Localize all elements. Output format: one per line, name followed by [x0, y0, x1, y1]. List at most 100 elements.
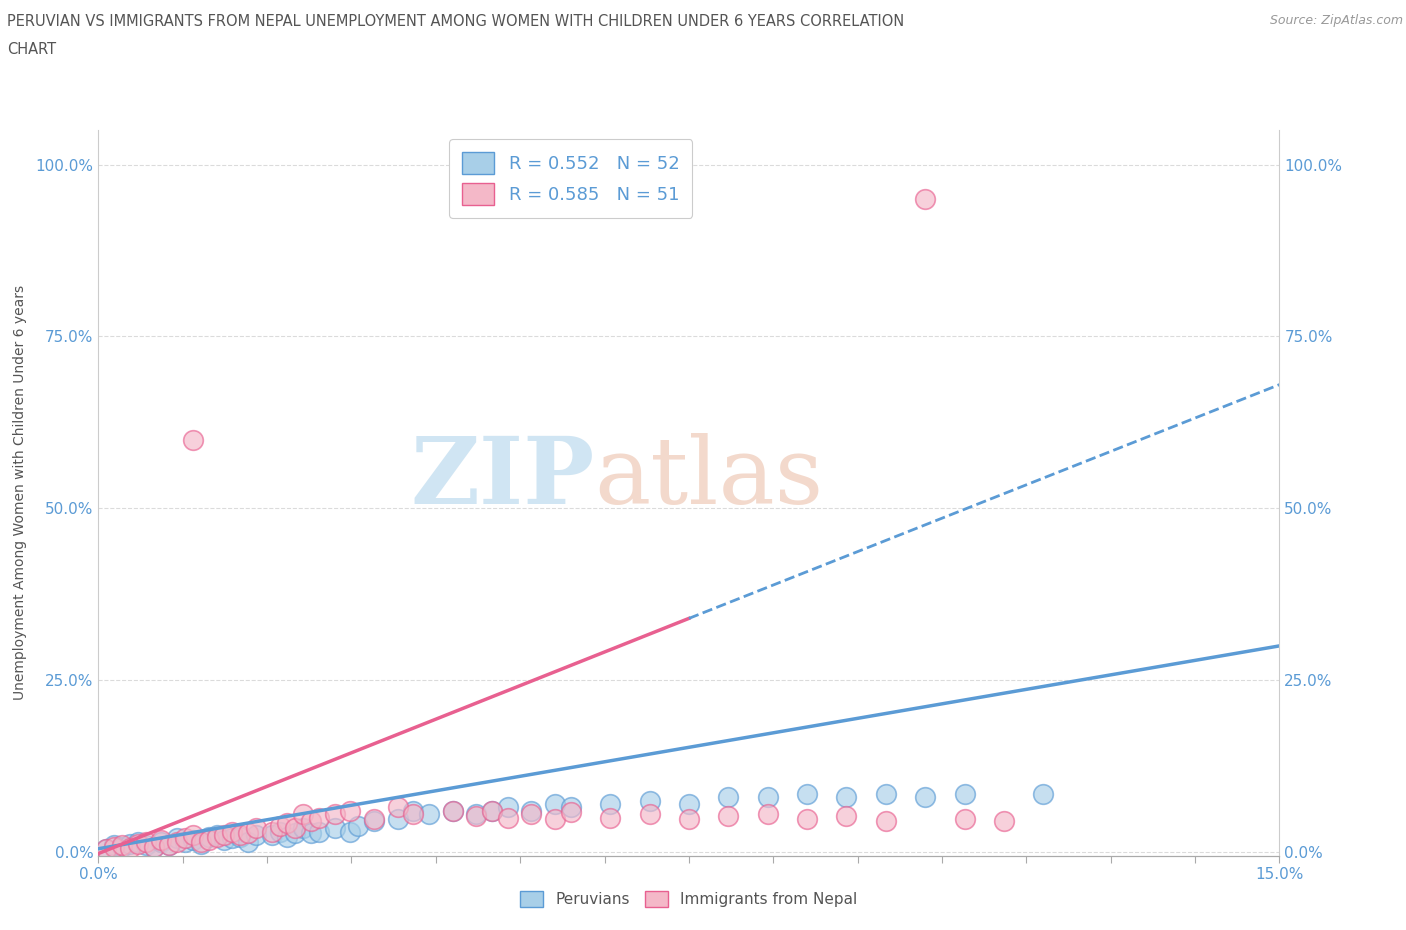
- Point: [166, 834, 188, 849]
- Point: [142, 839, 165, 854]
- Point: [678, 812, 700, 827]
- Point: [276, 816, 298, 830]
- Point: [465, 809, 488, 824]
- Point: [181, 432, 204, 447]
- Point: [599, 810, 621, 825]
- Point: [229, 828, 252, 843]
- Text: ZIP: ZIP: [411, 433, 595, 524]
- Point: [260, 824, 283, 839]
- Point: [638, 807, 661, 822]
- Point: [284, 826, 307, 841]
- Point: [214, 828, 236, 843]
- Point: [796, 786, 818, 801]
- Point: [323, 807, 346, 822]
- Point: [269, 824, 291, 839]
- Y-axis label: Unemployment Among Women with Children Under 6 years: Unemployment Among Women with Children U…: [13, 286, 27, 700]
- Point: [260, 828, 283, 843]
- Point: [118, 836, 141, 851]
- Point: [756, 790, 779, 804]
- Point: [560, 800, 582, 815]
- Point: [496, 800, 519, 815]
- Point: [339, 824, 361, 839]
- Point: [323, 820, 346, 835]
- Point: [229, 830, 252, 844]
- Point: [96, 842, 118, 857]
- Point: [190, 836, 212, 851]
- Point: [599, 797, 621, 812]
- Legend: Peruvians, Immigrants from Nepal: Peruvians, Immigrants from Nepal: [515, 885, 863, 913]
- Point: [835, 790, 858, 804]
- Point: [308, 810, 330, 825]
- Text: Source: ZipAtlas.com: Source: ZipAtlas.com: [1270, 14, 1403, 27]
- Point: [308, 824, 330, 839]
- Point: [150, 832, 173, 847]
- Point: [465, 807, 488, 822]
- Point: [402, 804, 425, 818]
- Point: [678, 797, 700, 812]
- Point: [111, 839, 134, 854]
- Point: [347, 818, 370, 833]
- Point: [796, 812, 818, 827]
- Point: [544, 797, 567, 812]
- Point: [1032, 786, 1054, 801]
- Point: [103, 838, 125, 853]
- Point: [402, 807, 425, 822]
- Point: [418, 807, 440, 822]
- Point: [756, 807, 779, 822]
- Point: [276, 830, 298, 844]
- Point: [166, 831, 188, 846]
- Point: [363, 814, 385, 829]
- Point: [441, 804, 464, 818]
- Point: [520, 804, 543, 818]
- Point: [441, 804, 464, 818]
- Point: [135, 838, 157, 853]
- Point: [835, 809, 858, 824]
- Point: [214, 832, 236, 847]
- Text: atlas: atlas: [595, 433, 824, 524]
- Point: [221, 824, 243, 839]
- Point: [142, 839, 165, 854]
- Point: [544, 812, 567, 827]
- Point: [190, 834, 212, 849]
- Point: [127, 836, 149, 851]
- Point: [197, 830, 219, 844]
- Point: [157, 838, 180, 853]
- Point: [638, 793, 661, 808]
- Point: [292, 820, 315, 835]
- Point: [481, 804, 503, 818]
- Point: [520, 807, 543, 822]
- Point: [174, 831, 197, 846]
- Point: [157, 838, 180, 853]
- Point: [111, 838, 134, 853]
- Point: [96, 842, 118, 857]
- Point: [284, 820, 307, 835]
- Point: [914, 192, 936, 206]
- Point: [269, 818, 291, 833]
- Point: [236, 826, 259, 841]
- Point: [292, 807, 315, 822]
- Point: [135, 834, 157, 849]
- Point: [953, 812, 976, 827]
- Point: [717, 809, 740, 824]
- Point: [245, 828, 267, 843]
- Point: [181, 832, 204, 847]
- Point: [127, 834, 149, 849]
- Point: [387, 812, 409, 827]
- Point: [496, 810, 519, 825]
- Point: [236, 834, 259, 849]
- Point: [150, 834, 173, 849]
- Point: [245, 820, 267, 835]
- Point: [387, 800, 409, 815]
- Point: [205, 828, 228, 843]
- Text: PERUVIAN VS IMMIGRANTS FROM NEPAL UNEMPLOYMENT AMONG WOMEN WITH CHILDREN UNDER 6: PERUVIAN VS IMMIGRANTS FROM NEPAL UNEMPL…: [7, 14, 904, 29]
- Point: [205, 830, 228, 844]
- Point: [339, 804, 361, 818]
- Point: [174, 834, 197, 849]
- Point: [118, 841, 141, 856]
- Point: [103, 839, 125, 854]
- Point: [914, 790, 936, 804]
- Point: [221, 831, 243, 846]
- Point: [299, 814, 322, 829]
- Point: [481, 804, 503, 818]
- Point: [875, 786, 897, 801]
